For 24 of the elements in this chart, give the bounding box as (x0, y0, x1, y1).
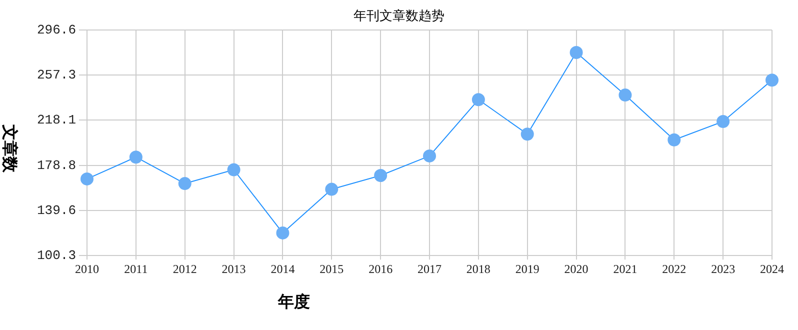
x-tick-label: 2022 (662, 262, 686, 276)
chart-title: 年刊文章数趋势 (354, 8, 444, 23)
x-tick-label: 2013 (222, 262, 246, 276)
y-tick-label: 178.8 (36, 158, 76, 173)
x-tick-label: 2011 (124, 262, 148, 276)
x-tick-label: 2018 (466, 262, 490, 276)
x-tick-label: 2020 (564, 262, 588, 276)
x-tick-label: 2012 (172, 262, 197, 276)
y-axis-title: 文章数 (0, 124, 20, 174)
x-tick-label: 2017 (418, 262, 442, 276)
y-tick-label: 100.3 (36, 248, 76, 264)
y-tick-label: 296.6 (36, 22, 76, 38)
x-tick-label: 2024 (760, 262, 784, 276)
y-tick-label: 218.1 (36, 112, 76, 128)
x-tick-label: 2016 (368, 262, 393, 276)
x-tick-label: 2021 (613, 262, 638, 276)
x-axis-title: 年度 (278, 292, 310, 313)
y-tick-label: 139.6 (36, 202, 76, 218)
x-tick-label: 2023 (711, 262, 736, 276)
x-tick-label: 2015 (320, 262, 344, 276)
x-tick-label: 2010 (75, 262, 100, 276)
y-tick-label: 257.3 (36, 68, 76, 83)
x-tick-label: 2019 (515, 262, 540, 276)
x-tick-label: 2014 (270, 262, 295, 276)
